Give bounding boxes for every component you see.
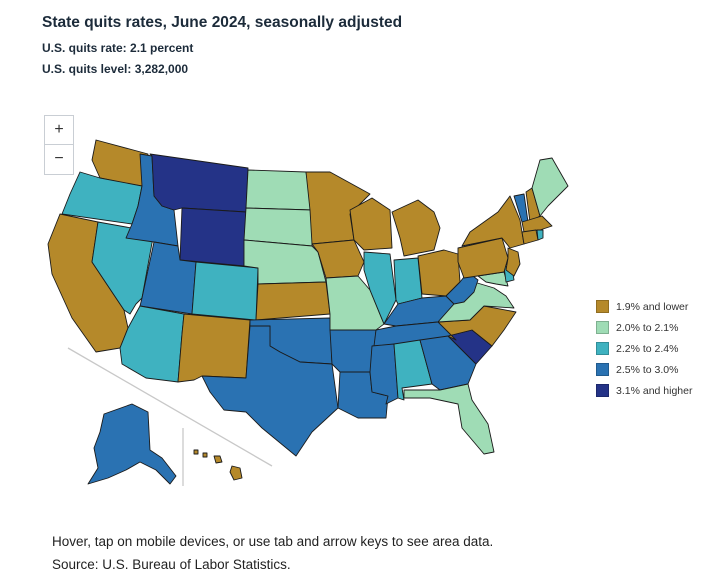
- state-hi-island[interactable]: [193, 449, 199, 455]
- state-wv[interactable]: [445, 271, 479, 305]
- state-sd[interactable]: [243, 207, 313, 247]
- state-wy[interactable]: [179, 207, 247, 267]
- legend-item[interactable]: 1.9% and lower: [596, 296, 692, 317]
- state-hi-island[interactable]: [213, 455, 223, 464]
- state-co[interactable]: [191, 261, 259, 321]
- state-mi[interactable]: [391, 199, 441, 257]
- state-nv[interactable]: [91, 221, 155, 315]
- legend-swatch: [596, 321, 609, 334]
- legend-label: 3.1% and higher: [616, 384, 693, 397]
- state-hi-island[interactable]: [202, 452, 208, 458]
- state-az[interactable]: [119, 305, 185, 383]
- state-hi[interactable]: [229, 465, 243, 481]
- state-nd[interactable]: [245, 169, 313, 211]
- state-ks[interactable]: [255, 281, 331, 321]
- state-ct[interactable]: [521, 229, 539, 245]
- state-ar[interactable]: [329, 329, 377, 373]
- state-ma[interactable]: [521, 215, 553, 233]
- hover-instruction: Hover, tap on mobile devices, or use tab…: [52, 534, 494, 549]
- legend-item[interactable]: 2.2% to 2.4%: [596, 338, 692, 359]
- legend-label: 2.5% to 3.0%: [616, 363, 679, 376]
- inset-divider-line: [67, 347, 273, 467]
- legend-label: 2.2% to 2.4%: [616, 342, 679, 355]
- state-ak[interactable]: [87, 403, 177, 485]
- legend-label: 1.9% and lower: [616, 300, 689, 313]
- zoom-control: + −: [44, 115, 74, 175]
- state-ri[interactable]: [536, 229, 544, 241]
- us-quits-rate: U.S. quits rate: 2.1 percent: [42, 41, 194, 55]
- state-wi[interactable]: [349, 197, 393, 251]
- us-quits-level: U.S. quits level: 3,282,000: [42, 62, 189, 76]
- legend-item[interactable]: 3.1% and higher: [596, 380, 692, 401]
- state-tx[interactable]: [201, 325, 339, 457]
- zoom-out-button[interactable]: −: [45, 144, 73, 173]
- map-title: State quits rates, June 2024, seasonally…: [42, 14, 403, 31]
- legend-swatch: [596, 384, 609, 397]
- zoom-in-button[interactable]: +: [54, 121, 64, 138]
- state-nj[interactable]: [505, 247, 521, 277]
- source-note: Source: U.S. Bureau of Labor Statistics.: [52, 557, 291, 572]
- state-ny[interactable]: [461, 195, 525, 249]
- legend-swatch: [596, 363, 609, 376]
- legend-item[interactable]: 2.0% to 2.1%: [596, 317, 692, 338]
- legend-swatch: [596, 300, 609, 313]
- legend-label: 2.0% to 2.1%: [616, 321, 679, 334]
- state-fl[interactable]: [403, 383, 495, 455]
- legend: 1.9% and lower 2.0% to 2.1% 2.2% to 2.4%…: [596, 296, 692, 401]
- state-me[interactable]: [531, 157, 569, 217]
- state-va[interactable]: [437, 281, 515, 323]
- legend-item[interactable]: 2.5% to 3.0%: [596, 359, 692, 380]
- state-mt[interactable]: [149, 153, 249, 213]
- legend-swatch: [596, 342, 609, 355]
- state-nm[interactable]: [177, 313, 251, 383]
- state-in[interactable]: [393, 257, 423, 305]
